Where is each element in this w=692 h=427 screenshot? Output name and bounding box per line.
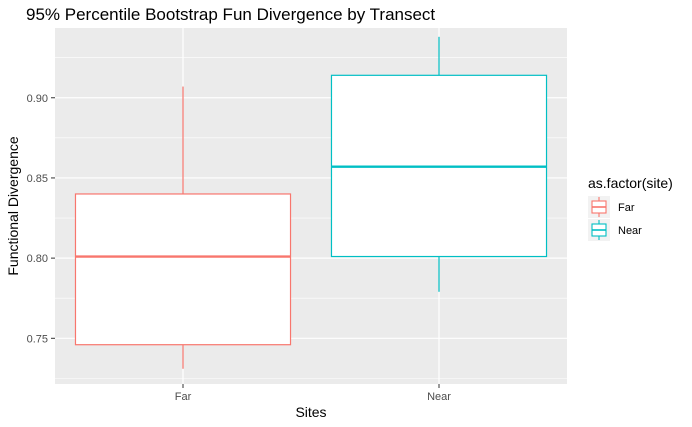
- box-far: [74, 86, 292, 369]
- y-tick-label: 0.80: [27, 253, 48, 265]
- y-tick-label: 0.85: [27, 173, 48, 185]
- y-axis-title: Functional Divergence: [5, 136, 21, 276]
- legend-item-near: Near: [588, 219, 642, 241]
- legend-label: Far: [618, 202, 635, 214]
- y-axis: 0.75 0.80 0.85 0.90: [27, 93, 55, 345]
- legend-items: Far Near: [588, 196, 642, 241]
- legend: as.factor(site) Far Near: [588, 175, 673, 241]
- legend-label: Near: [618, 225, 642, 237]
- x-axis-title: Sites: [295, 404, 326, 420]
- box-layer: [74, 36, 548, 369]
- box-near: [330, 36, 548, 292]
- legend-item-far: Far: [588, 196, 635, 218]
- legend-title: as.factor(site): [588, 175, 673, 191]
- y-tick-label: 0.90: [27, 93, 48, 105]
- x-tick-label: Far: [175, 391, 192, 403]
- x-axis: Far Near: [175, 384, 451, 403]
- y-tick-label: 0.75: [27, 333, 48, 345]
- chart-title: 95% Percentile Bootstrap Fun Divergence …: [26, 5, 435, 24]
- x-tick-label: Near: [427, 391, 451, 403]
- box-iqr: [74, 193, 292, 346]
